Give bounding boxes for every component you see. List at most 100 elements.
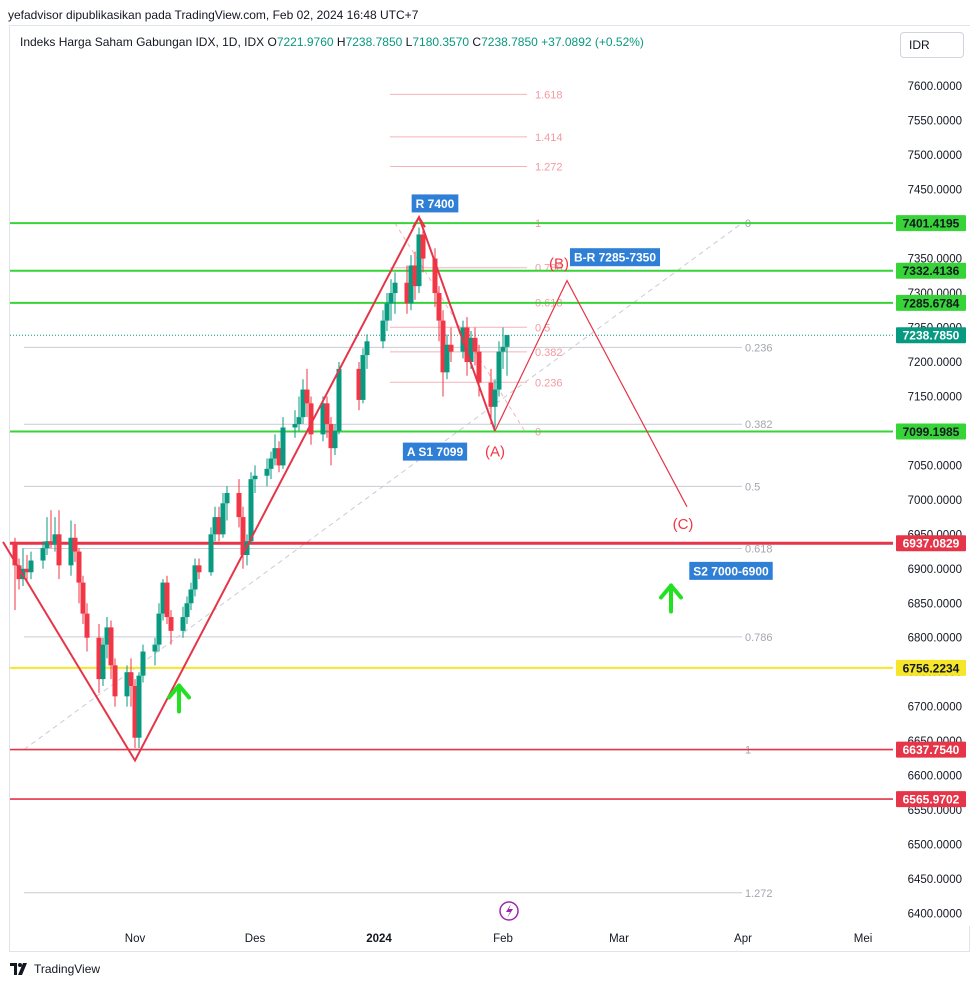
projection-zigzag	[494, 279, 688, 508]
candle-body	[80, 582, 86, 614]
candle-body	[164, 582, 170, 618]
candle	[100, 637, 106, 686]
candle	[268, 451, 274, 480]
candle-body	[108, 627, 114, 666]
candle	[300, 379, 306, 425]
price-tag: 7401.4195	[896, 215, 966, 232]
note-background	[689, 561, 773, 580]
candle-body	[100, 644, 106, 680]
candle	[280, 417, 286, 469]
candle	[96, 623, 102, 693]
candle	[324, 396, 330, 438]
time-tick-label: Mei	[854, 933, 873, 945]
candle-body	[360, 355, 366, 400]
time-tick-label: Nov	[125, 933, 146, 945]
candle-body	[364, 341, 370, 356]
candle-body	[492, 389, 498, 407]
price-tag-label: 7401.4195	[903, 217, 960, 231]
price-tick-label: 6900.0000	[908, 564, 962, 576]
time-tick-label: Des	[245, 933, 266, 945]
price-axis-background	[894, 26, 970, 926]
note-background	[411, 194, 459, 213]
price-tag-background	[896, 659, 966, 676]
time-tick-label: Apr	[734, 933, 752, 945]
candle	[380, 310, 386, 349]
price-note-box: R 7400	[411, 194, 459, 213]
candle-body	[336, 368, 342, 431]
candle-body	[52, 534, 58, 545]
price-tag-background	[896, 423, 966, 440]
candle-body	[320, 403, 326, 435]
candle-body	[432, 258, 438, 294]
candle	[464, 317, 470, 376]
candle-body	[436, 293, 442, 321]
candle	[208, 527, 214, 576]
annotations[interactable]: R 7400 B-R 7285-7350 A S1 7099 S2 7000-6900…	[167, 194, 773, 714]
candle	[104, 617, 110, 659]
candle	[492, 379, 498, 428]
candle-body	[68, 537, 74, 566]
lightning-icon	[499, 901, 519, 921]
currency-button[interactable]: IDR	[900, 32, 964, 58]
horizontal-levels[interactable]	[10, 222, 893, 800]
candle-body	[136, 675, 142, 738]
price-note-box: B-R 7285-7350	[569, 248, 661, 267]
fib-small-level-label: 0.786	[535, 263, 563, 275]
candle-body	[272, 448, 278, 459]
candle	[448, 327, 454, 362]
candle-body	[216, 517, 222, 535]
fib-large-level-label: 0.236	[745, 342, 773, 354]
candle	[236, 479, 242, 528]
price-tag-background	[896, 327, 966, 344]
candle-body	[416, 234, 422, 287]
price-tick-label: 7000.0000	[908, 495, 962, 507]
candle-body	[328, 424, 334, 449]
candle-body	[268, 458, 274, 469]
fib-large-level-label: 0.786	[745, 632, 773, 644]
price-tick-label: 6450.0000	[908, 874, 962, 886]
candle	[40, 541, 46, 569]
time-tick-label: 2024	[366, 933, 392, 945]
candle-body	[292, 424, 298, 428]
candle	[472, 327, 478, 366]
candle	[128, 658, 134, 707]
time-tick-label: Feb	[493, 933, 513, 945]
price-tag-background	[896, 791, 966, 808]
candle-body	[220, 503, 226, 535]
elliott-wave-lines[interactable]	[2, 214, 688, 763]
arrow-up-icon	[167, 683, 191, 714]
price-tag-label: 6756.2234	[903, 661, 960, 675]
candle	[364, 334, 370, 369]
candle-body	[56, 534, 62, 566]
candle-body	[132, 685, 138, 738]
candle	[76, 548, 82, 604]
time-axis[interactable]: Nov Des 2024 Feb Mar Apr Mei	[125, 901, 873, 945]
candle	[48, 510, 54, 549]
fib-large-level-label: 1	[745, 745, 751, 757]
note-text: A S1 7099	[407, 445, 464, 459]
price-tag-background	[896, 535, 966, 552]
candle	[220, 492, 226, 538]
candle	[140, 644, 146, 683]
candle	[328, 417, 334, 466]
candle-body	[464, 327, 470, 362]
note-text: S2 7000-6900	[693, 564, 769, 578]
candle-body	[192, 565, 198, 590]
candle-body	[380, 320, 386, 342]
candle	[388, 279, 394, 321]
price-tag-background	[896, 215, 966, 232]
fib-small-level-label: 1.618	[535, 89, 563, 101]
candle-body	[440, 320, 446, 373]
candle	[496, 341, 502, 397]
candle-body	[476, 351, 482, 383]
price-axis[interactable]: 6400.0000 6450.0000 6500.0000 6550.0000 6600…	[894, 26, 970, 926]
impulse-zigzag	[2, 214, 496, 763]
price-tag: 7238.7850	[896, 327, 966, 344]
candle-body	[504, 335, 510, 347]
price-tick-label: 7200.0000	[908, 357, 962, 369]
lightning-bolt	[506, 904, 513, 918]
candle-body	[28, 560, 34, 573]
